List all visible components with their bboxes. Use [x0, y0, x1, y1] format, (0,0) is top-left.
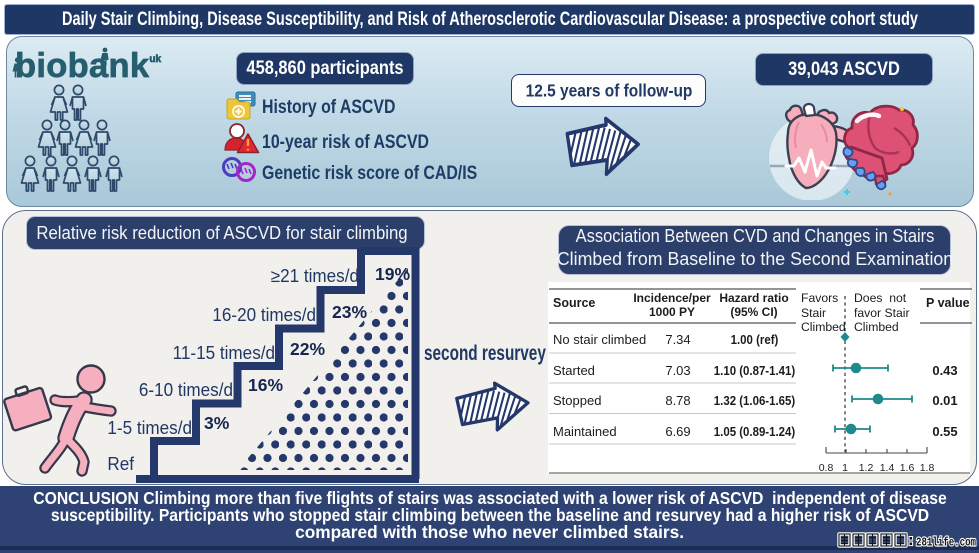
svg-text:1.8: 1.8 — [920, 462, 935, 474]
svg-text:0.8: 0.8 — [819, 462, 834, 474]
svg-text:281life.com: 281life.com — [916, 536, 976, 550]
svg-text:1.6: 1.6 — [900, 462, 915, 474]
svg-text:1.4: 1.4 — [880, 462, 895, 474]
svg-text:1: 1 — [842, 462, 848, 474]
svg-text:1.2: 1.2 — [859, 462, 874, 474]
